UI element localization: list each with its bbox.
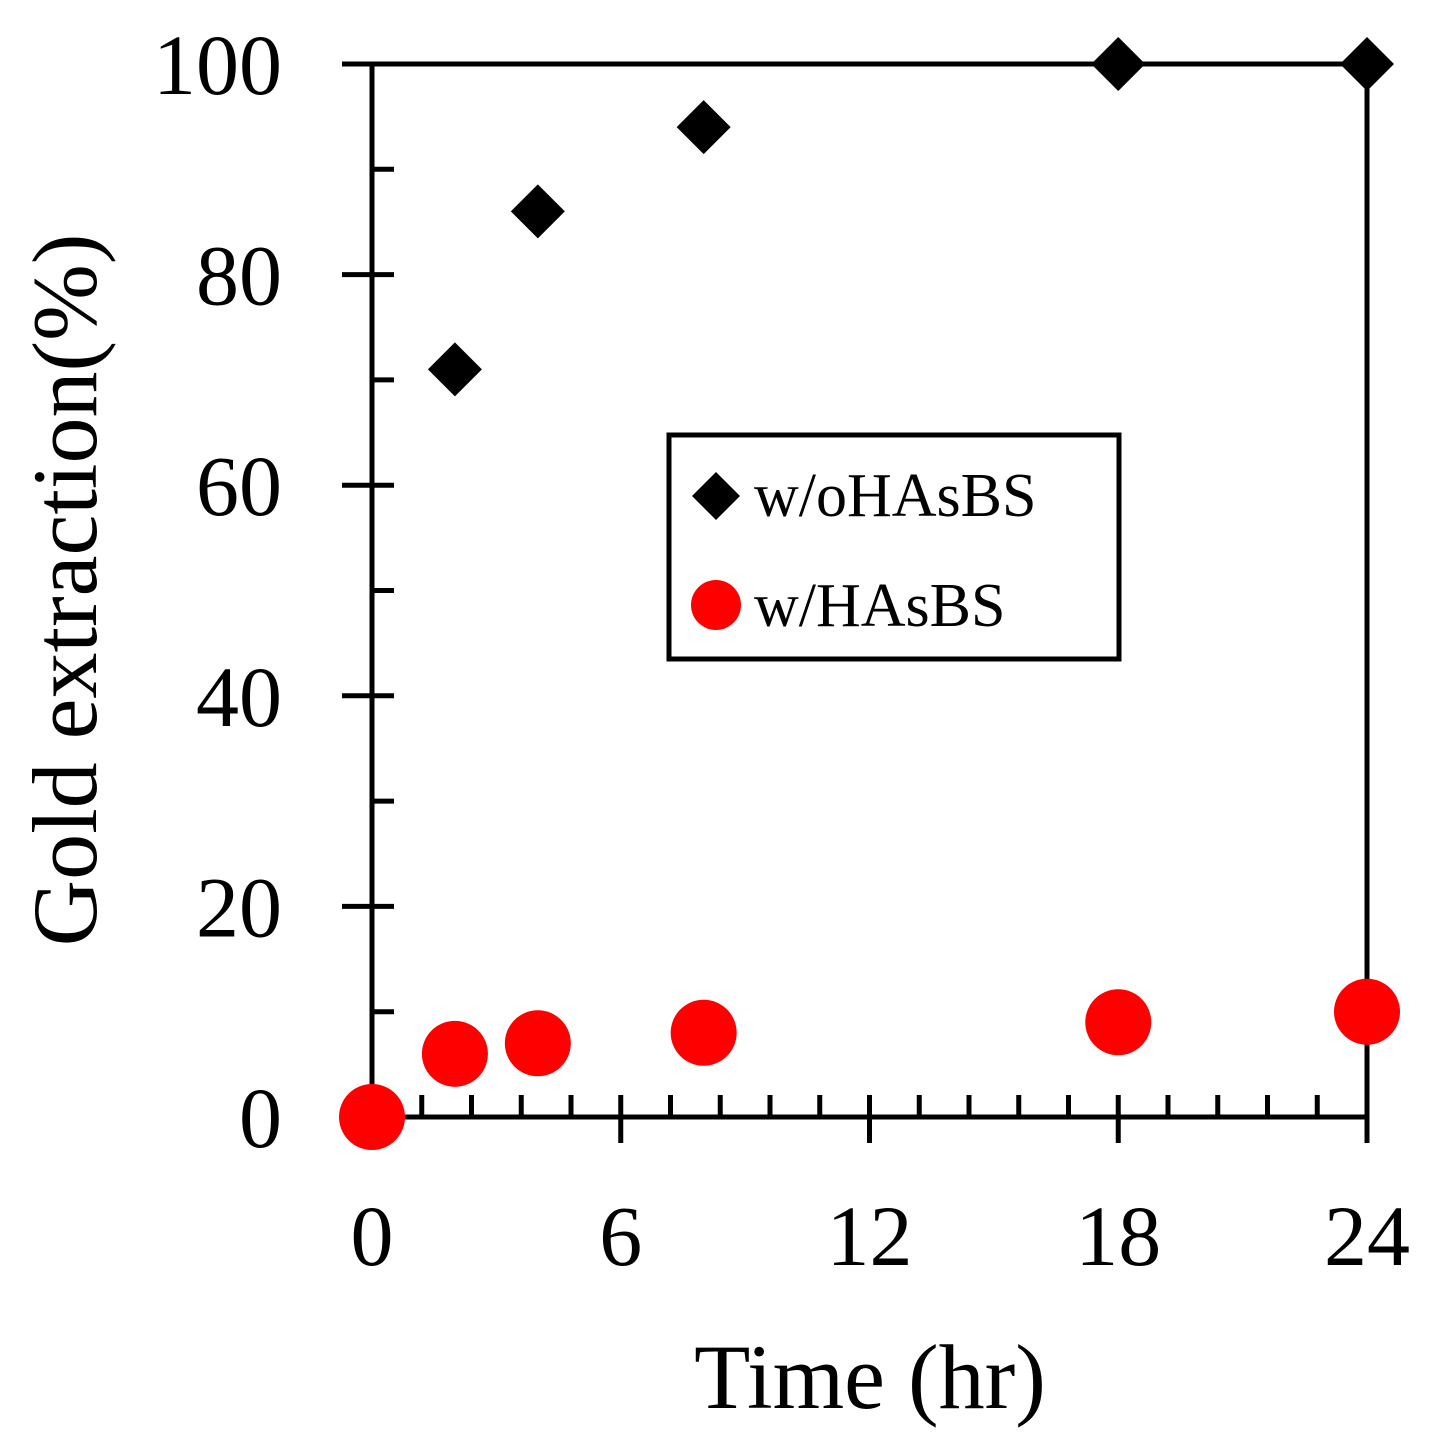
y-tick-label: 60: [196, 438, 282, 534]
series-layer: [339, 37, 1400, 1150]
series-without-hasbs: [427, 37, 1394, 397]
data-point-diamond: [1091, 37, 1146, 91]
legend: w/oHAsBS w/HAsBS: [666, 432, 1122, 662]
legend-label-without-hasbs: w/oHAsBS: [754, 462, 1037, 530]
minor-ticks: [372, 166, 1320, 1117]
y-tick-label: 100: [153, 17, 282, 113]
data-point-diamond: [676, 100, 731, 155]
y-tick-label: 0: [239, 1070, 282, 1166]
x-axis-title: Time (hr): [694, 1326, 1046, 1428]
x-tick-label: 12: [827, 1188, 913, 1284]
data-point-diamond: [427, 342, 482, 397]
data-point-diamond: [510, 184, 565, 239]
y-tick-label: 80: [196, 228, 282, 324]
legend-marker-circle: [691, 580, 741, 630]
x-tick-label: 24: [1324, 1188, 1410, 1284]
x-tick-label: 6: [599, 1188, 642, 1284]
legend-marker-diamond: [692, 472, 740, 520]
y-tick-label: 20: [196, 859, 282, 955]
series-with-hasbs: [339, 978, 1400, 1150]
x-tick-labels: 0 6 12 18 24: [351, 1188, 1411, 1284]
y-tick-labels: 0 20 40 60 80 100: [153, 17, 282, 1166]
legend-label-with-hasbs: w/HAsBS: [754, 572, 1006, 640]
y-tick-label: 40: [196, 649, 282, 745]
y-axis-title: Gold extraction(%): [14, 234, 116, 947]
data-point-circle: [339, 1084, 405, 1150]
legend-box: [666, 432, 1122, 662]
data-point-circle: [421, 1020, 488, 1087]
x-tick-label: 0: [351, 1188, 394, 1284]
data-point-circle: [1334, 978, 1400, 1045]
data-point-circle: [504, 1010, 571, 1077]
data-point-diamond: [1340, 37, 1394, 91]
data-point-circle: [670, 999, 737, 1066]
x-tick-label: 18: [1075, 1188, 1161, 1284]
data-point-circle: [1085, 989, 1152, 1056]
